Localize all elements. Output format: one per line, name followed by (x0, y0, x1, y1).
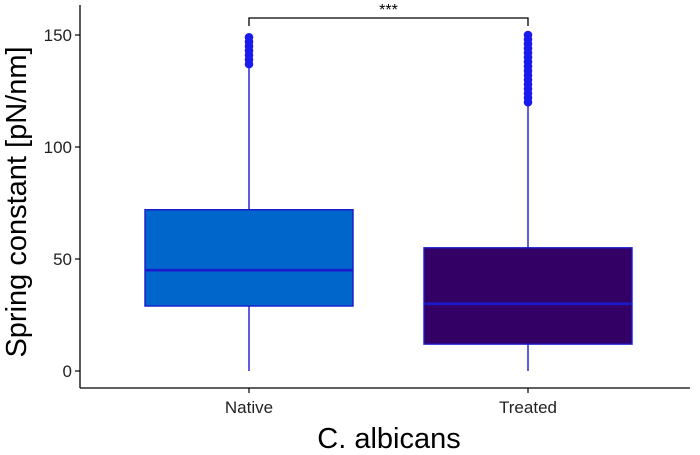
significance-label: *** (379, 2, 398, 19)
outlier-point (244, 32, 254, 42)
box-group-native (144, 32, 354, 371)
y-tick-label: 150 (44, 26, 72, 45)
y-tick-label: 50 (53, 250, 72, 269)
outlier-point (523, 30, 533, 40)
x-axis-title: C. albicans (317, 423, 460, 455)
box (144, 209, 354, 307)
y-axis: 0 50 100 150 (44, 5, 81, 388)
box (423, 247, 633, 345)
significance-bracket: *** (248, 2, 529, 26)
bracket-line (248, 17, 529, 26)
plot-marks: *** (144, 2, 633, 371)
x-axis: Native Treated (80, 387, 690, 417)
y-tick-label: 100 (44, 138, 72, 157)
y-tick-label: 0 (63, 362, 72, 381)
y-axis-title: Spring constant [pN/nm] (1, 46, 33, 357)
x-tick-label: Treated (499, 398, 557, 417)
x-tick-label: Native (225, 398, 273, 417)
box-group-treated (423, 30, 633, 371)
